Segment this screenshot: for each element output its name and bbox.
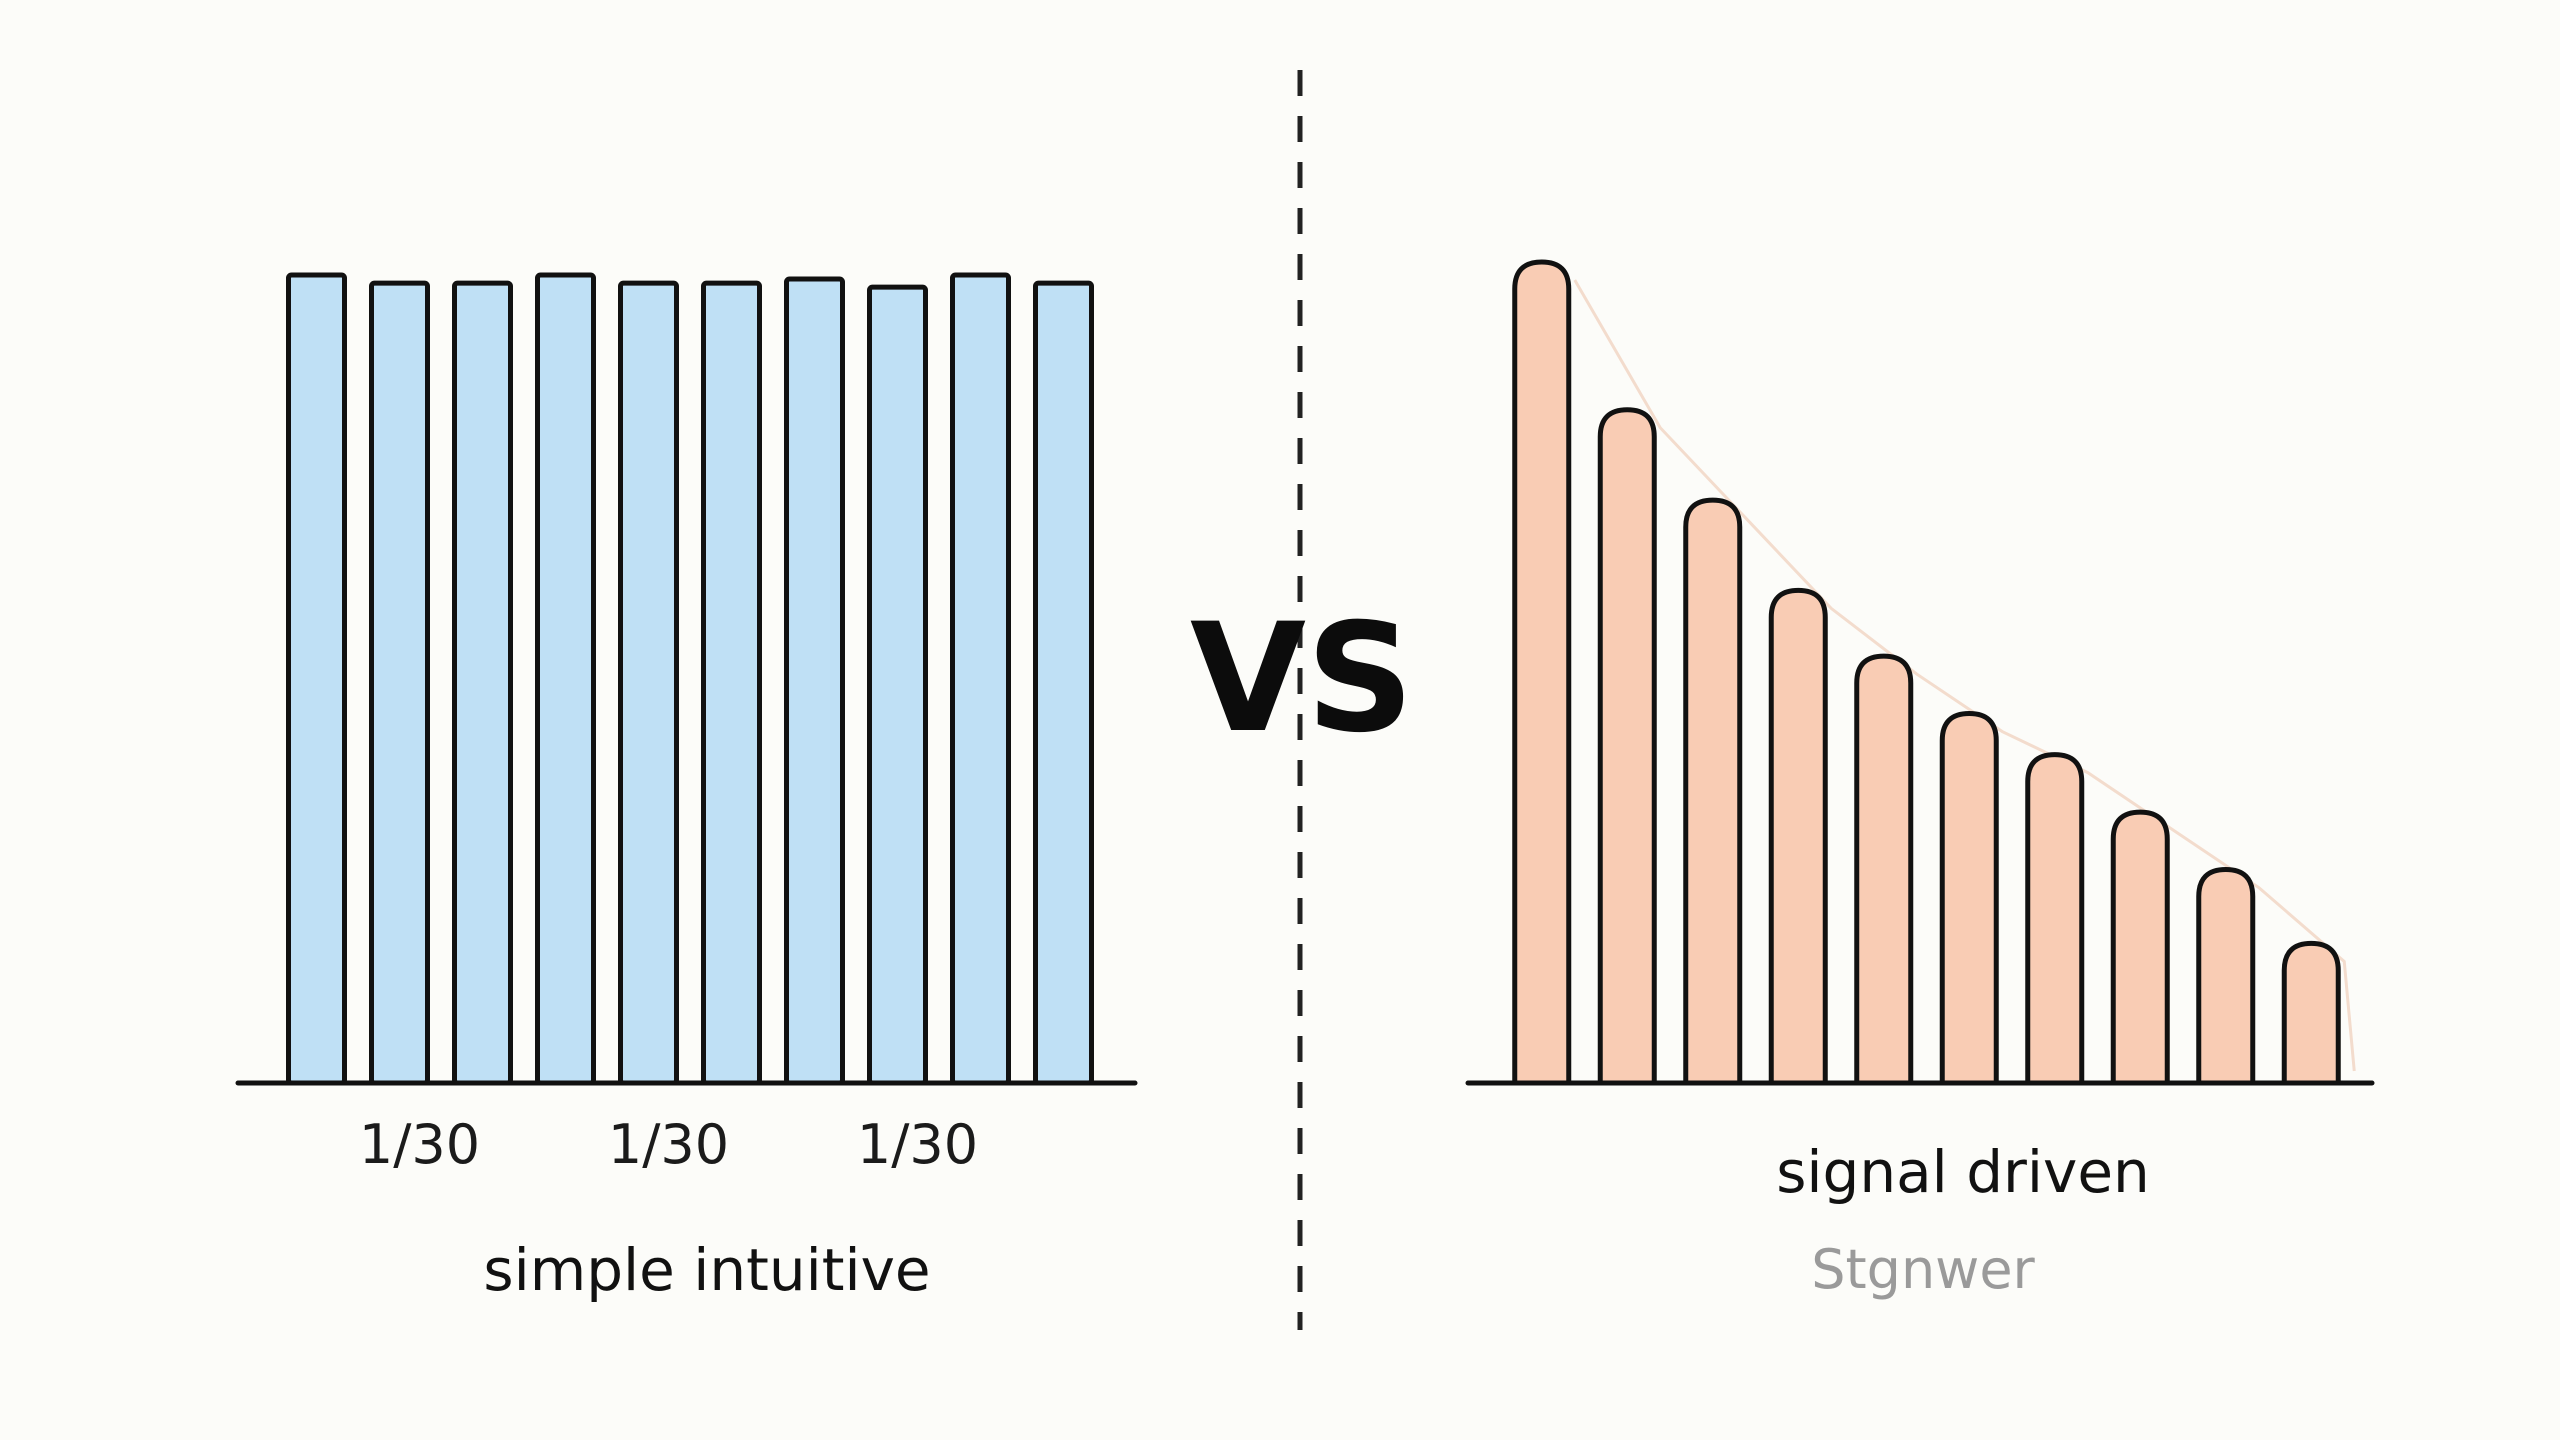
left-tick-labels: 1/30 1/30 1/30 — [359, 1113, 978, 1176]
right-caption: signal driven — [1776, 1138, 2150, 1206]
right-bar-8 — [2110, 809, 2170, 1086]
left-tick-label-3: 1/30 — [857, 1113, 978, 1176]
left-bar-4 — [535, 272, 596, 1086]
right-bar-10 — [2281, 940, 2341, 1086]
right-sub-caption: Stgnwer — [1811, 1238, 2035, 1301]
right-bar-1 — [1512, 259, 1572, 1086]
left-caption: simple intuitive — [483, 1236, 930, 1304]
left-bar-3 — [452, 280, 513, 1086]
right-bar-3 — [1683, 497, 1743, 1086]
right-bar-5 — [1854, 653, 1914, 1086]
left-tick-label-2: 1/30 — [608, 1113, 729, 1176]
left-bar-1 — [286, 272, 347, 1086]
left-bar-6 — [701, 280, 762, 1086]
left-bar-9 — [950, 272, 1011, 1086]
vs-label: VS — [1190, 592, 1414, 766]
signal-weight-chart: signal driven Stgnwer — [1465, 259, 2375, 1301]
left-bar-5 — [618, 280, 679, 1086]
right-bar-2 — [1597, 407, 1657, 1086]
right-bar-6 — [1939, 711, 1999, 1086]
left-bar-7 — [784, 276, 845, 1086]
right-bars-group — [1512, 259, 2341, 1086]
left-bar-10 — [1033, 280, 1094, 1086]
left-tick-label-1: 1/30 — [359, 1113, 480, 1176]
decay-trend-line — [1573, 279, 2356, 1072]
left-bars-group — [286, 272, 1094, 1086]
right-bar-9 — [2196, 867, 2256, 1086]
right-bar-7 — [2025, 752, 2085, 1086]
equal-weight-chart: 1/30 1/30 1/30 simple intuitive — [235, 272, 1138, 1304]
right-bar-4 — [1768, 587, 1828, 1086]
left-bar-8 — [867, 284, 928, 1086]
left-bar-2 — [369, 280, 430, 1086]
